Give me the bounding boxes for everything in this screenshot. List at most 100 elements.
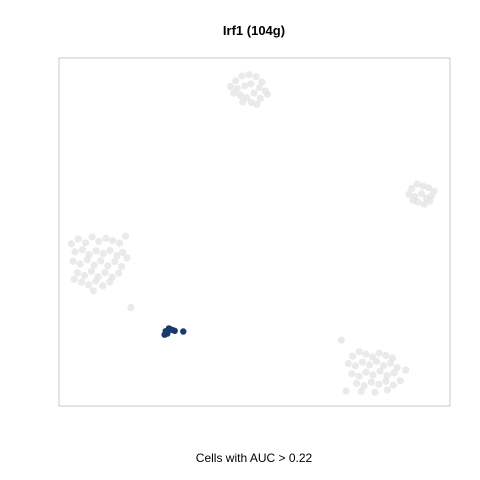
inactive-cell-point — [349, 352, 357, 360]
inactive-cell-point — [227, 82, 235, 91]
inactive-cell-point — [365, 361, 374, 369]
inactive-cell-point — [123, 254, 131, 262]
inactive-cell-point — [258, 78, 266, 86]
inactive-cell-point — [358, 358, 366, 366]
inactive-cell-point — [367, 378, 375, 386]
inactive-cell-point — [99, 282, 107, 290]
inactive-cell-point — [92, 247, 100, 255]
inactive-cell-point — [101, 268, 109, 276]
inactive-cell-point — [106, 278, 114, 286]
inactive-cell-point — [247, 98, 255, 107]
inactive-cell-point — [252, 73, 260, 81]
inactive-cell-point — [348, 370, 356, 378]
inactive-cell-point — [413, 180, 421, 188]
active-cell-point — [161, 331, 168, 338]
inactive-cell-point — [82, 239, 90, 247]
inactive-cell-point — [83, 256, 91, 264]
inactive-cell-point — [357, 387, 365, 395]
inactive-cell-point — [420, 200, 428, 208]
inactive-cell-point — [342, 387, 350, 395]
inactive-cell-point — [255, 84, 263, 92]
inactive-cell-point — [97, 257, 105, 265]
inactive-cell-point — [405, 190, 413, 198]
inactive-cell-point — [111, 258, 119, 266]
inactive-cell-point — [419, 182, 427, 190]
inactive-cell-point — [393, 364, 401, 372]
inactive-cell-point — [76, 260, 84, 268]
inactive-cell-point — [355, 348, 363, 356]
inactive-cell-point — [375, 380, 383, 388]
inactive-cell-point — [245, 71, 253, 79]
inactive-cell-point — [92, 277, 100, 285]
active-cell-point — [180, 328, 187, 335]
inactive-cell-point — [241, 82, 249, 90]
inactive-cell-point — [417, 190, 426, 198]
inactive-cell-point — [372, 357, 381, 365]
inactive-cell-point — [89, 287, 97, 295]
inactive-cell-point — [239, 98, 247, 106]
inactive-cell-point — [409, 196, 417, 204]
inactive-cell-point — [121, 232, 130, 240]
inactive-cell-point — [78, 246, 87, 254]
inactive-cell-point — [238, 72, 246, 80]
inactive-cell-point — [362, 368, 370, 376]
inactive-cell-point — [67, 240, 76, 248]
inactive-cell-point — [256, 94, 264, 102]
inactive-cell-point — [80, 271, 88, 280]
inactive-cell-point — [116, 239, 124, 247]
inactive-cell-point — [73, 269, 81, 277]
inactive-cell-point — [375, 349, 383, 357]
inactive-cell-point — [360, 382, 368, 390]
inactive-cell-point — [426, 197, 434, 205]
inactive-cell-point — [230, 89, 238, 97]
active-cell-point — [171, 327, 178, 334]
inactive-cell-point — [115, 269, 123, 277]
points-layer — [67, 71, 438, 396]
inactive-cell-point — [71, 248, 79, 256]
inactive-cell-point — [74, 235, 82, 243]
inactive-cell-point — [247, 80, 255, 88]
inactive-cell-point — [127, 303, 135, 312]
inactive-cell-point — [355, 372, 363, 380]
inactive-cell-point — [109, 237, 117, 245]
inactive-cell-point — [106, 246, 114, 254]
inactive-cell-point — [113, 252, 121, 260]
inactive-cell-point — [104, 262, 112, 270]
inactive-cell-point — [371, 388, 379, 396]
inactive-cell-point — [382, 377, 390, 385]
inactive-cell-point — [90, 261, 98, 269]
inactive-cell-point — [369, 371, 377, 379]
inactive-cell-point — [387, 359, 395, 367]
inactive-cell-point — [396, 377, 404, 385]
inactive-cell-point — [362, 350, 370, 358]
inactive-cell-point — [236, 91, 244, 99]
inactive-cell-point — [70, 275, 78, 283]
inactive-cell-point — [102, 234, 110, 242]
inactive-cell-point — [87, 267, 96, 275]
inactive-cell-point — [253, 100, 261, 108]
inactive-cell-point — [69, 257, 77, 265]
inactive-cell-point — [119, 248, 127, 257]
inactive-cell-point — [383, 386, 391, 394]
inactive-cell-point — [382, 351, 390, 360]
inactive-cell-point — [353, 379, 361, 387]
inactive-cell-point — [390, 369, 398, 377]
inactive-cell-point — [99, 250, 107, 258]
inactive-cell-point — [78, 278, 86, 286]
inactive-cell-point — [376, 367, 384, 375]
x-axis-label: Cells with AUC > 0.22 — [196, 451, 313, 465]
inactive-cell-point — [88, 233, 96, 241]
chart-title: Irf1 (104g) — [223, 23, 285, 38]
inactive-cell-point — [408, 184, 416, 193]
inactive-cell-point — [379, 362, 388, 370]
inactive-cell-point — [250, 89, 258, 97]
inactive-cell-point — [95, 237, 103, 245]
inactive-cell-point — [344, 359, 352, 368]
plot-frame — [58, 57, 451, 407]
inactive-cell-point — [389, 381, 397, 389]
inactive-cell-point — [337, 336, 345, 344]
inactive-cell-point — [118, 262, 126, 271]
inactive-cell-point — [383, 372, 391, 380]
inactive-cell-point — [402, 366, 410, 374]
